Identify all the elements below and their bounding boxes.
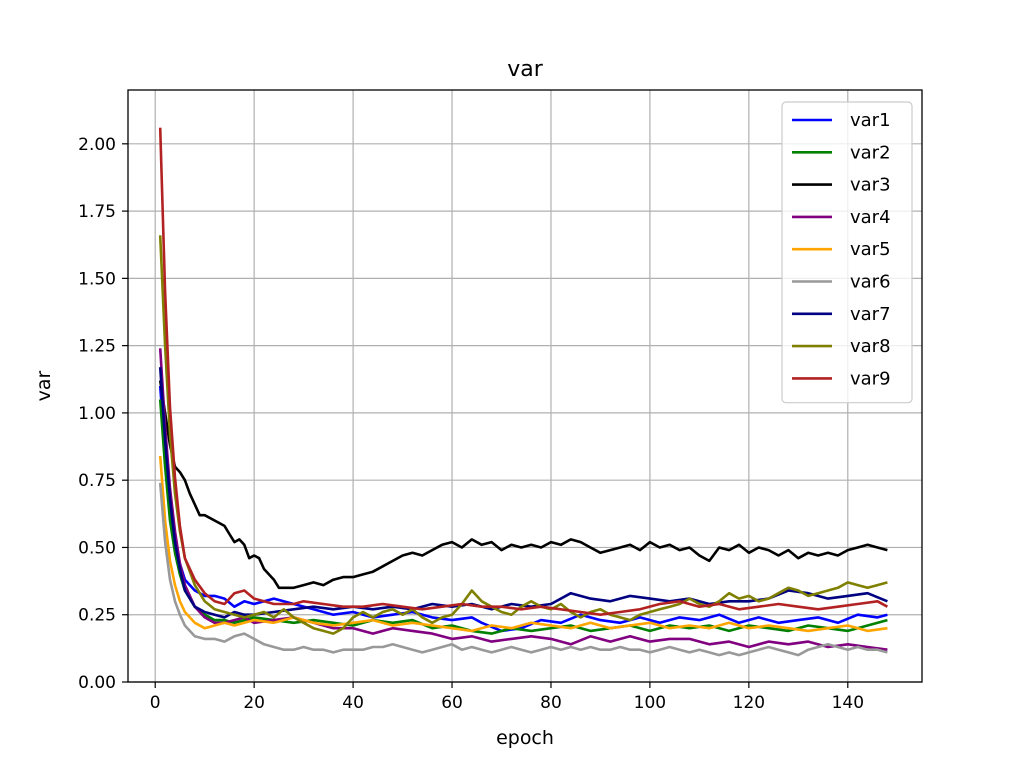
plot-frame	[127, 89, 923, 683]
series-line-var9	[158, 127, 889, 616]
y-tick-label: 1.50	[78, 269, 116, 289]
axis-ticks: 0 20 40 60 80 100 120 140 0.00 0.25 0.50 0.75 1.00 1.…	[78, 135, 864, 713]
series-lines	[158, 127, 889, 657]
x-tick-label: 140	[832, 693, 864, 713]
series-line-var8	[158, 235, 888, 635]
x-tick-label: 40	[342, 693, 364, 713]
y-tick-label: 0.75	[78, 471, 116, 491]
legend-label-var4: var4	[850, 207, 891, 228]
y-tick-label: 0.00	[78, 673, 116, 693]
x-tick-label: 120	[733, 693, 765, 713]
x-axis-label: epoch	[496, 727, 554, 749]
series-line-var3	[158, 380, 888, 590]
y-tick-label: 0.50	[78, 538, 116, 558]
y-tick-label: 0.25	[78, 606, 116, 626]
x-tick-label: 100	[634, 693, 666, 713]
legend-label-var3: var3	[850, 175, 891, 196]
series-line-var6	[158, 482, 888, 657]
x-tick-label: 80	[540, 693, 562, 713]
legend: var1 var2 var3 var4 var5 var6 var7 var8 var9	[781, 101, 913, 404]
series-line-var7	[158, 367, 888, 619]
y-axis-label: var	[33, 370, 55, 401]
y-tick-label: 1.00	[78, 404, 116, 424]
x-tick-label: 0	[150, 693, 161, 713]
legend-label-var2: var2	[850, 142, 891, 163]
legend-label-var9: var9	[850, 368, 891, 389]
legend-box	[781, 101, 913, 404]
x-tick-label: 20	[243, 693, 265, 713]
chart-title: var	[507, 57, 544, 82]
y-tick-label: 1.25	[78, 337, 116, 357]
legend-label-var8: var8	[850, 336, 891, 357]
series-line-var5	[158, 455, 888, 633]
legend-label-var6: var6	[850, 272, 891, 293]
y-tick-label: 1.75	[78, 202, 116, 222]
legend-label-var1: var1	[850, 110, 891, 131]
x-tick-label: 60	[441, 693, 463, 713]
series-line-var4	[158, 348, 888, 651]
legend-label-var7: var7	[850, 304, 891, 325]
y-tick-label: 2.00	[78, 135, 116, 155]
legend-label-var5: var5	[850, 239, 891, 260]
